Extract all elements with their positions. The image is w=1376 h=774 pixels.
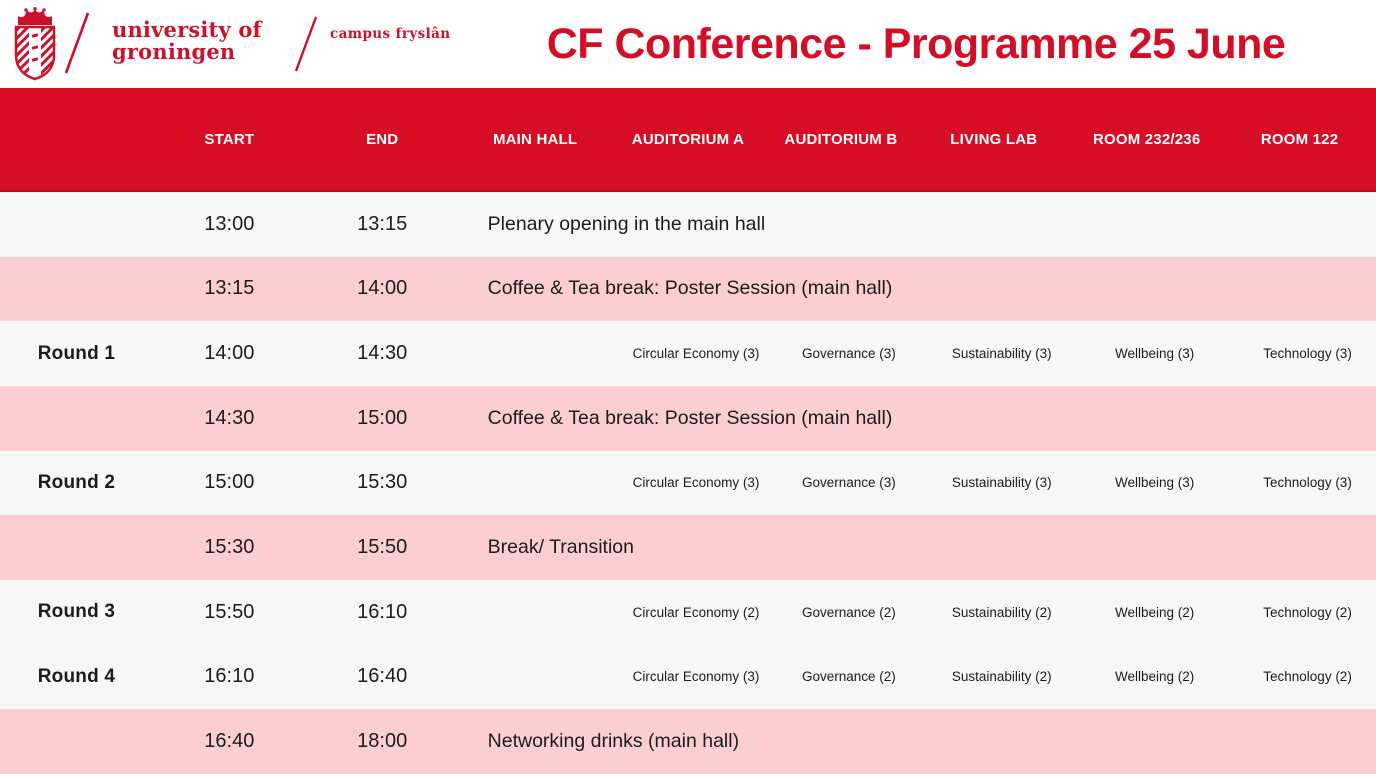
start-time: 16:40 <box>204 730 255 753</box>
round-label: Round 1 <box>37 342 116 364</box>
session-cell: Governance (2) <box>801 604 896 620</box>
round-label: Round 4 <box>37 665 116 687</box>
end-time: 14:00 <box>357 277 408 300</box>
event-description: Coffee & Tea break: Poster Session (main… <box>487 406 893 429</box>
start-time: 16:10 <box>204 665 255 688</box>
session-cell: Sustainability (3) <box>951 346 1052 362</box>
end-time: 15:50 <box>357 536 408 559</box>
column-header-start: START <box>204 131 255 148</box>
session-cell: Sustainability (3) <box>951 475 1052 491</box>
session-cell: Governance (3) <box>801 346 896 362</box>
session-cell: Wellbeing (3) <box>1115 475 1195 491</box>
university-crest-icon <box>12 7 58 86</box>
table-row: 13:00 13:15 Plenary opening in the main … <box>0 192 1376 257</box>
session-cell: Governance (2) <box>801 669 896 685</box>
table-row: 14:30 15:00 Coffee & Tea break: Poster S… <box>0 385 1376 451</box>
session-cell: Technology (3) <box>1263 475 1352 491</box>
column-header-main-hall: MAIN HALL <box>492 131 578 148</box>
table-row: Round 2 15:00 15:30 Circular Economy (3)… <box>0 450 1376 516</box>
start-time: 15:00 <box>204 471 255 494</box>
end-time: 18:00 <box>357 730 408 753</box>
column-header-round <box>0 88 153 190</box>
session-cell: Circular Economy (2) <box>632 604 760 620</box>
event-description: Networking drinks (main hall) <box>487 730 740 753</box>
session-cell: Governance (3) <box>801 475 896 491</box>
end-time: 16:10 <box>357 600 408 623</box>
session-cell: Wellbeing (2) <box>1115 604 1195 620</box>
session-cell: Sustainability (2) <box>951 604 1052 620</box>
start-time: 13:15 <box>204 277 255 300</box>
university-wordmark-line2: groningen <box>112 39 236 64</box>
table-row: 16:40 18:00 Networking drinks (main hall… <box>0 709 1376 774</box>
campus-wordmark: campus fryslân <box>330 26 451 42</box>
session-cell: Sustainability (2) <box>951 669 1052 685</box>
session-cell: Wellbeing (3) <box>1115 346 1195 362</box>
end-time: 16:40 <box>357 665 408 688</box>
event-description: Break/ Transition <box>487 536 634 559</box>
session-cell: Technology (2) <box>1263 669 1352 685</box>
round-label: Round 3 <box>37 601 116 623</box>
column-header-living-lab: LIVING LAB <box>950 131 1038 148</box>
column-header-room-122: ROOM 122 <box>1260 131 1339 148</box>
event-description: Plenary opening in the main hall <box>487 212 766 235</box>
slash-divider-icon <box>60 10 94 81</box>
table-header-row: START END MAIN HALL AUDITORIUM A AUDITOR… <box>0 88 1376 192</box>
round-label: Round 2 <box>37 471 116 493</box>
column-header-auditorium-b: AUDITORIUM B <box>784 131 898 148</box>
table-row: Round 4 16:10 16:40 Circular Economy (3)… <box>0 644 1376 710</box>
table-row: 15:30 15:50 Break/ Transition <box>0 515 1376 580</box>
end-time: 13:15 <box>357 212 408 235</box>
end-time: 15:30 <box>357 471 408 494</box>
column-header-end: END <box>366 131 399 148</box>
page-header: university of groningen campus fryslân C… <box>0 0 1376 88</box>
event-description: Coffee & Tea break: Poster Session (main… <box>487 277 893 300</box>
page-title: CF Conference - Programme 25 June <box>546 20 1286 68</box>
university-wordmark: university of groningen <box>112 19 262 63</box>
start-time: 15:30 <box>204 536 255 559</box>
university-wordmark-line1: university of <box>112 17 262 42</box>
start-time: 14:00 <box>204 342 255 365</box>
session-cell: Circular Economy (3) <box>632 346 760 362</box>
table-row: Round 3 15:50 16:10 Circular Economy (2)… <box>0 579 1376 645</box>
start-time: 15:50 <box>204 600 255 623</box>
table-row: 13:15 14:00 Coffee & Tea break: Poster S… <box>0 256 1376 322</box>
end-time: 14:30 <box>357 342 408 365</box>
start-time: 14:30 <box>204 406 255 429</box>
column-header-room-232-236: ROOM 232/236 <box>1092 131 1201 148</box>
start-time: 13:00 <box>204 212 255 235</box>
session-cell: Technology (2) <box>1263 604 1352 620</box>
slash-divider-icon <box>290 14 322 79</box>
table-row: Round 1 14:00 14:30 Circular Economy (3)… <box>0 321 1376 386</box>
column-header-auditorium-a: AUDITORIUM A <box>631 131 745 148</box>
session-cell: Wellbeing (2) <box>1115 669 1195 685</box>
session-cell: Circular Economy (3) <box>632 669 760 685</box>
end-time: 15:00 <box>357 406 408 429</box>
session-cell: Technology (3) <box>1263 346 1352 362</box>
session-cell: Circular Economy (3) <box>632 475 760 491</box>
schedule-table: 13:00 13:15 Plenary opening in the main … <box>0 192 1376 774</box>
